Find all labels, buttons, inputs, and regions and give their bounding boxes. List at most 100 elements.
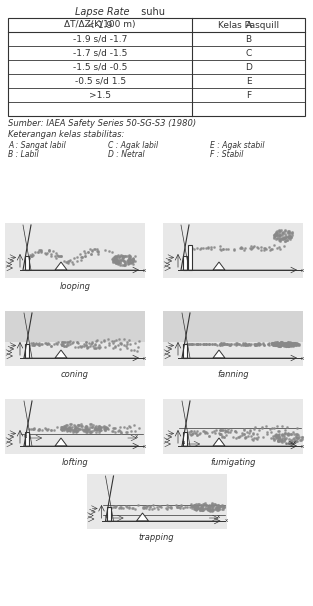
Point xyxy=(294,338,299,348)
Point xyxy=(93,340,98,350)
Point xyxy=(210,504,215,513)
Point xyxy=(136,501,141,510)
Point xyxy=(272,435,277,445)
Point xyxy=(282,233,287,242)
Point xyxy=(114,255,119,265)
Point xyxy=(194,501,199,511)
Point xyxy=(279,337,284,347)
Point xyxy=(80,251,85,261)
Point xyxy=(243,340,248,350)
Point xyxy=(288,233,293,242)
Point xyxy=(269,245,274,255)
Point xyxy=(63,337,68,347)
Point xyxy=(206,504,211,514)
Point xyxy=(262,340,267,350)
Text: F : Stabil: F : Stabil xyxy=(210,150,244,159)
Point xyxy=(278,236,283,245)
Point xyxy=(274,337,279,347)
Point xyxy=(193,502,198,511)
Point xyxy=(273,234,278,244)
Point xyxy=(27,253,32,262)
Point xyxy=(195,339,200,349)
Point xyxy=(78,419,83,428)
Point xyxy=(233,340,239,350)
Point xyxy=(247,426,252,436)
Point xyxy=(283,434,288,444)
Text: E : Agak stabil: E : Agak stabil xyxy=(210,141,264,150)
Point xyxy=(231,245,236,255)
Point xyxy=(69,258,74,267)
Point xyxy=(126,254,131,264)
Point xyxy=(208,500,213,510)
Point xyxy=(256,339,261,349)
Point xyxy=(288,231,293,241)
Point xyxy=(221,339,226,348)
Point xyxy=(272,241,277,250)
Point xyxy=(277,339,282,348)
Point xyxy=(277,338,282,347)
Point xyxy=(116,426,121,436)
Point xyxy=(274,431,279,441)
Point xyxy=(276,427,281,436)
Point xyxy=(103,425,108,435)
Point xyxy=(275,435,280,445)
Point xyxy=(55,251,60,261)
Point xyxy=(131,256,136,266)
Point xyxy=(77,342,82,351)
Point xyxy=(83,423,88,433)
Point xyxy=(241,429,246,439)
Point xyxy=(251,433,256,443)
Point xyxy=(281,338,286,347)
Point xyxy=(189,339,194,348)
Point xyxy=(192,244,197,254)
Point xyxy=(99,425,104,435)
Point xyxy=(72,425,77,435)
Point xyxy=(252,340,257,350)
Point xyxy=(189,503,194,513)
Point xyxy=(210,339,215,349)
Point xyxy=(220,425,225,435)
Point xyxy=(96,425,101,435)
Point xyxy=(123,259,128,269)
Point xyxy=(271,230,276,239)
Point xyxy=(87,424,92,433)
Point xyxy=(208,506,213,516)
Point xyxy=(125,251,130,261)
Point xyxy=(199,502,204,512)
Point xyxy=(213,425,218,435)
Point xyxy=(43,424,48,434)
Point xyxy=(203,427,208,437)
Point xyxy=(292,339,297,349)
Point xyxy=(190,501,195,511)
Point xyxy=(193,339,198,349)
Point xyxy=(130,503,135,513)
Point xyxy=(277,339,282,349)
Point xyxy=(276,430,281,440)
Point xyxy=(242,432,247,442)
Point xyxy=(187,427,192,437)
Point xyxy=(159,502,164,511)
Point xyxy=(252,341,257,350)
Point xyxy=(273,228,278,238)
Point xyxy=(288,340,293,350)
Point xyxy=(126,250,131,260)
Point xyxy=(60,425,65,435)
Point xyxy=(243,340,248,350)
Point xyxy=(91,245,96,255)
Text: u: u xyxy=(23,434,27,439)
Point xyxy=(190,339,195,349)
Point xyxy=(293,338,298,348)
Point xyxy=(272,229,277,239)
Bar xyxy=(86,474,227,529)
Point xyxy=(61,424,66,434)
Point xyxy=(259,245,264,255)
Point xyxy=(242,243,247,253)
Point xyxy=(233,339,239,348)
Point xyxy=(111,253,116,262)
Point xyxy=(129,254,134,264)
Point xyxy=(151,503,156,513)
Point xyxy=(65,425,70,435)
Point xyxy=(118,428,123,438)
Point xyxy=(284,433,289,442)
Point xyxy=(209,506,214,516)
